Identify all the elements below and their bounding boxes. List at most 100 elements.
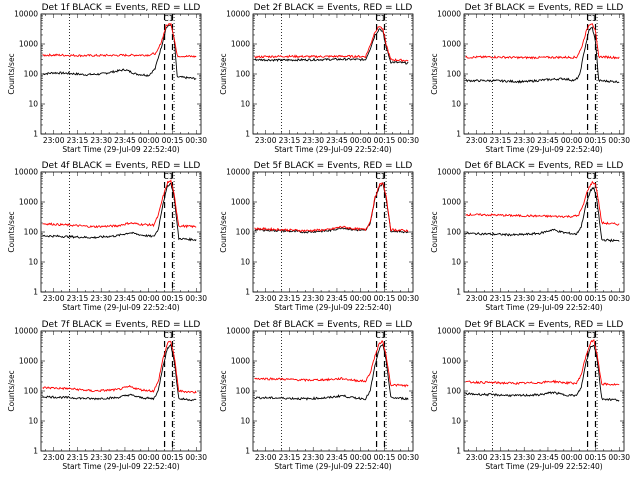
y-tick-label: 1000 <box>19 40 38 49</box>
x-tick-label: 00:30 <box>397 136 419 145</box>
x-axis-label: Start Time (29-Jul-09 22:52:40) <box>274 462 391 471</box>
y-axis-label: Counts/sec <box>430 53 439 94</box>
panel-5: Det 5f BLACK = Events, RED = LLD 1 10 100 10… <box>219 161 419 312</box>
x-tick-label: 23:00 <box>466 294 488 303</box>
interval-tag: C1 <box>164 14 174 23</box>
x-tick-label: 00:15 <box>374 294 396 303</box>
x-tick-label: 23:00 <box>255 453 277 462</box>
x-tick-label: 23:15 <box>67 453 89 462</box>
plot-frame <box>463 13 625 135</box>
lld-series-line <box>42 340 197 394</box>
lld-series-line <box>254 182 409 233</box>
lld-series-line <box>465 180 620 226</box>
events-series-line <box>465 26 620 84</box>
y-tick-label: 10 <box>240 417 250 426</box>
x-tick-label: 00:30 <box>185 136 207 145</box>
y-tick-label: 10000 <box>437 168 461 177</box>
panel-6: Det 6f BLACK = Events, RED = LLD 1 10 100 10… <box>430 161 630 312</box>
panel-title: Det 7f BLACK = Events, RED = LLD <box>42 320 201 330</box>
lld-series-line <box>42 22 197 58</box>
x-tick-label: 23:15 <box>279 294 301 303</box>
x-axis-label: Start Time (29-Jul-09 22:52:40) <box>274 145 391 154</box>
y-tick-label: 100 <box>447 70 462 79</box>
x-tick-label: 00:00 <box>561 294 583 303</box>
interval-tag: C1 <box>376 14 386 23</box>
lld-series-line <box>42 179 197 229</box>
y-tick-label: 10 <box>451 417 461 426</box>
y-tick-label: 10000 <box>437 10 461 19</box>
y-tick-label: 1 <box>33 288 38 297</box>
x-tick-label: 23:45 <box>537 453 559 462</box>
x-tick-label: 23:00 <box>43 294 65 303</box>
x-tick-label: 00:00 <box>350 294 372 303</box>
plot-frame <box>40 330 202 452</box>
x-tick-label: 00:00 <box>350 453 372 462</box>
y-tick-label: 10 <box>28 258 38 267</box>
x-tick-label: 00:15 <box>585 294 607 303</box>
x-axis-label: Start Time (29-Jul-09 22:52:40) <box>62 303 179 312</box>
y-tick-label: 10000 <box>226 327 250 336</box>
x-tick-label: 00:00 <box>561 453 583 462</box>
x-axis-label: Start Time (29-Jul-09 22:52:40) <box>274 303 391 312</box>
x-tick-label: 23:15 <box>67 136 89 145</box>
y-axis-label: Counts/sec <box>219 370 228 411</box>
y-tick-label: 1 <box>245 288 250 297</box>
y-tick-label: 10 <box>28 100 38 109</box>
x-tick-label: 23:00 <box>43 453 65 462</box>
plot-frame <box>463 330 625 452</box>
x-tick-label: 00:30 <box>608 453 630 462</box>
y-tick-label: 1000 <box>19 198 38 207</box>
y-tick-label: 1 <box>456 130 461 139</box>
y-tick-label: 10000 <box>226 168 250 177</box>
plot-frame <box>40 171 202 293</box>
y-tick-label: 100 <box>24 387 39 396</box>
y-tick-label: 10 <box>451 258 461 267</box>
x-tick-label: 23:15 <box>490 294 512 303</box>
y-tick-label: 1 <box>33 130 38 139</box>
x-tick-label: 00:15 <box>162 294 184 303</box>
y-tick-label: 10 <box>240 100 250 109</box>
x-tick-label: 23:15 <box>279 453 301 462</box>
x-tick-label: 00:15 <box>585 136 607 145</box>
x-tick-label: 23:00 <box>466 136 488 145</box>
y-axis-label: Counts/sec <box>7 53 16 94</box>
y-tick-label: 10000 <box>226 10 250 19</box>
y-tick-label: 1000 <box>231 40 250 49</box>
panel-title: Det 5f BLACK = Events, RED = LLD <box>254 161 413 171</box>
x-tick-label: 23:15 <box>279 136 301 145</box>
y-tick-label: 1000 <box>442 357 461 366</box>
x-tick-label: 00:30 <box>608 136 630 145</box>
panel-4: Det 4f BLACK = Events, RED = LLD 1 10 100 10… <box>7 161 207 312</box>
plot-frame <box>252 330 414 452</box>
y-tick-label: 1 <box>456 447 461 456</box>
x-axis-label: Start Time (29-Jul-09 22:52:40) <box>485 303 602 312</box>
y-tick-label: 10000 <box>14 168 38 177</box>
x-tick-label: 00:00 <box>138 453 160 462</box>
x-tick-label: 23:15 <box>490 136 512 145</box>
panel-2: Det 2f BLACK = Events, RED = LLD 1 10 100 10… <box>219 3 419 154</box>
events-series-line <box>254 182 409 234</box>
y-tick-label: 100 <box>447 387 462 396</box>
y-tick-label: 1000 <box>442 40 461 49</box>
lld-series-line <box>254 26 409 63</box>
y-tick-label: 100 <box>447 228 462 237</box>
y-tick-label: 1 <box>33 447 38 456</box>
events-series-line <box>42 182 197 242</box>
x-tick-label: 23:15 <box>490 453 512 462</box>
x-tick-label: 23:30 <box>90 453 112 462</box>
x-tick-label: 00:15 <box>374 453 396 462</box>
y-axis-label: Counts/sec <box>430 211 439 252</box>
x-tick-label: 00:30 <box>185 294 207 303</box>
y-tick-label: 10000 <box>437 327 461 336</box>
panel-title: Det 9f BLACK = Events, RED = LLD <box>465 320 624 330</box>
x-tick-label: 00:00 <box>138 136 160 145</box>
y-tick-label: 1000 <box>442 198 461 207</box>
y-tick-label: 10 <box>451 100 461 109</box>
y-axis-label: Counts/sec <box>7 370 16 411</box>
y-tick-label: 100 <box>24 70 39 79</box>
x-tick-label: 23:45 <box>537 294 559 303</box>
y-tick-label: 1000 <box>231 198 250 207</box>
y-tick-label: 1 <box>245 130 250 139</box>
y-axis-label: Counts/sec <box>219 211 228 252</box>
